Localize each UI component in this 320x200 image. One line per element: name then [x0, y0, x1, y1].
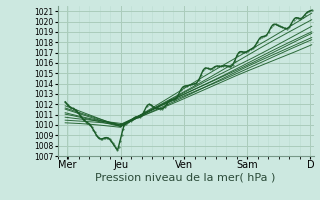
X-axis label: Pression niveau de la mer( hPa ): Pression niveau de la mer( hPa ): [95, 173, 276, 183]
